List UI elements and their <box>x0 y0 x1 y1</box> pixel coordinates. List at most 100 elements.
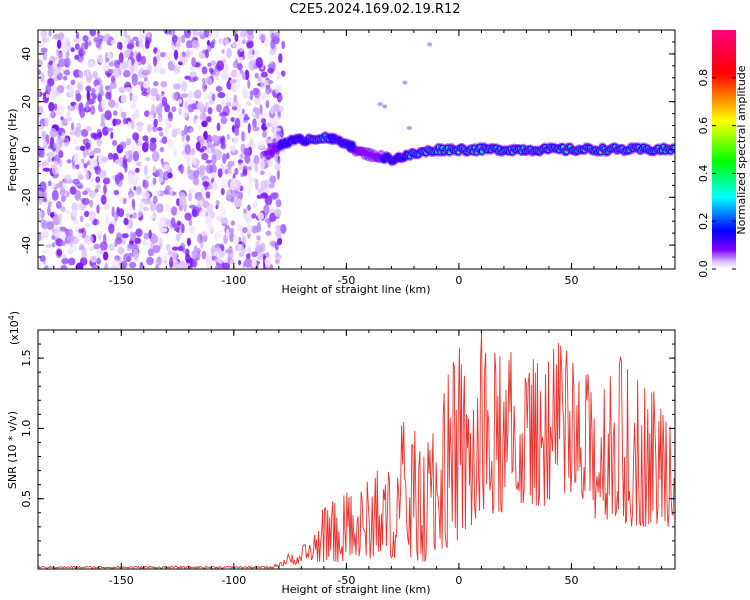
noise-blob <box>106 72 111 78</box>
noise-blob <box>198 209 207 218</box>
noise-blob <box>100 194 107 205</box>
noise-blob <box>205 116 212 122</box>
noise-blob <box>88 210 96 222</box>
noise-blob <box>149 141 157 152</box>
noise-blob <box>140 55 147 65</box>
noise-blob <box>81 248 87 260</box>
noise-blob <box>260 92 267 100</box>
noise-blob <box>57 52 64 59</box>
noise-blob <box>123 197 127 205</box>
noise-blob <box>73 36 81 44</box>
noise-blob <box>202 81 207 93</box>
noise-blob <box>203 130 208 140</box>
noise-blob <box>269 212 277 222</box>
noise-blob <box>131 93 138 104</box>
noise-blob <box>109 81 117 90</box>
noise-blob <box>96 230 103 241</box>
noise-blob <box>60 240 67 246</box>
noise-blob <box>132 36 139 41</box>
noise-blob <box>171 91 179 101</box>
noise-blob <box>233 198 242 208</box>
plot1-ytick-label: 40 <box>20 47 33 61</box>
noise-blob <box>110 39 117 45</box>
noise-blob <box>54 228 62 238</box>
noise-blob <box>276 70 281 80</box>
noise-blob <box>251 258 257 268</box>
noise-blob <box>106 127 114 132</box>
noise-blob <box>178 108 182 116</box>
noise-blob <box>135 228 143 238</box>
noise-blob <box>264 38 269 48</box>
noise-blob <box>275 199 282 208</box>
noise-blob <box>169 256 174 268</box>
noise-blob <box>204 49 209 59</box>
noise-blob <box>247 204 251 211</box>
noise-blob <box>214 264 222 269</box>
noise-blob <box>216 60 225 71</box>
noise-blob <box>144 110 150 117</box>
noise-blob <box>78 228 85 234</box>
noise-blob <box>51 164 58 176</box>
noise-blob <box>159 216 166 225</box>
noise-blob <box>68 246 73 255</box>
noise-blob <box>123 217 129 226</box>
noise-blob <box>108 99 116 108</box>
noise-blob <box>93 147 102 154</box>
noise-blob <box>131 175 140 184</box>
colorbar-tick-label: 0.6 <box>697 117 710 135</box>
noise-blob <box>180 93 189 98</box>
noise-blob <box>53 209 58 216</box>
colorbar-gradient <box>712 30 736 269</box>
noise-blob <box>185 258 192 264</box>
noise-blob <box>216 122 221 132</box>
noise-blob <box>221 71 230 81</box>
noise-blob <box>43 197 48 203</box>
noise-blob <box>41 130 47 141</box>
noise-blob <box>125 213 130 218</box>
noise-blob <box>186 237 191 247</box>
noise-blob <box>105 215 110 226</box>
noise-blob <box>193 89 202 99</box>
noise-blob <box>51 147 56 152</box>
noise-blob <box>256 194 263 199</box>
noise-blob <box>160 80 168 88</box>
noise-blob <box>180 34 186 44</box>
noise-blob <box>128 193 133 200</box>
plot1-xtick-label: -50 <box>337 274 355 287</box>
noise-blob <box>92 70 98 79</box>
noise-blob <box>47 114 52 123</box>
noise-blob <box>42 140 48 150</box>
noise-blob <box>75 262 84 269</box>
noise-blob <box>153 81 159 87</box>
noise-blob <box>100 249 104 255</box>
noise-blob <box>122 117 127 125</box>
noise-blob <box>138 210 143 217</box>
noise-blob <box>79 215 84 223</box>
noise-blob <box>258 250 264 260</box>
noise-blob <box>204 101 209 109</box>
colorbar: 0.0 0.2 0.4 0.6 0.8 Normalized spectral ampl… <box>697 30 748 278</box>
noise-blob <box>126 138 131 146</box>
noise-blob <box>89 105 96 115</box>
noise-blob <box>195 141 201 151</box>
noise-blob <box>212 38 216 45</box>
noise-blob <box>184 75 191 80</box>
noise-blob <box>247 167 250 179</box>
noise-blob <box>251 111 256 117</box>
noise-blob <box>181 223 185 234</box>
noise-blob <box>247 247 251 254</box>
noise-blob <box>196 196 205 202</box>
noise-blob <box>144 138 149 149</box>
noise-blob <box>173 260 181 269</box>
noise-blob <box>273 31 281 38</box>
noise-blob <box>142 191 150 200</box>
noise-blob <box>272 122 276 128</box>
noise-blob <box>89 30 97 37</box>
noise-blob <box>78 231 83 238</box>
noise-blob <box>39 181 47 192</box>
noise-blob <box>143 76 148 82</box>
noise-blob <box>402 80 408 85</box>
noise-blob <box>113 211 119 223</box>
noise-blob <box>245 225 253 235</box>
noise-blob <box>215 85 223 92</box>
